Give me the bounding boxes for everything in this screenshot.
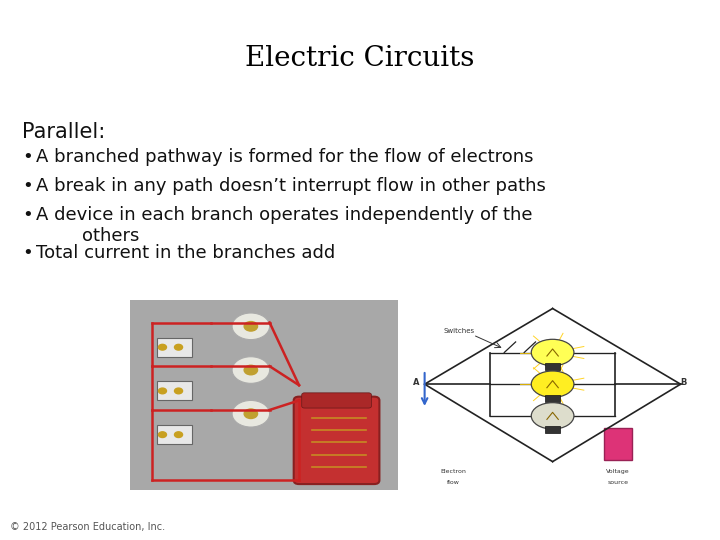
Circle shape <box>244 365 258 375</box>
Bar <box>604 428 632 460</box>
Circle shape <box>244 409 258 419</box>
Text: A break in any path doesn’t interrupt flow in other paths: A break in any path doesn’t interrupt fl… <box>36 177 546 195</box>
Text: Electron: Electron <box>440 469 466 474</box>
Circle shape <box>158 432 166 437</box>
FancyBboxPatch shape <box>294 397 379 484</box>
Text: Switches: Switches <box>444 328 474 334</box>
FancyBboxPatch shape <box>302 393 372 408</box>
Circle shape <box>158 388 166 394</box>
Circle shape <box>244 321 258 331</box>
Text: •: • <box>22 244 32 262</box>
Bar <box>157 381 192 401</box>
Text: B: B <box>680 378 686 387</box>
Text: Total current in the branches add: Total current in the branches add <box>36 244 336 262</box>
Bar <box>546 363 559 370</box>
Circle shape <box>531 371 574 397</box>
Bar <box>157 338 192 357</box>
Circle shape <box>232 401 269 427</box>
Bar <box>546 427 559 434</box>
Text: Electric Circuits: Electric Circuits <box>246 45 474 72</box>
Text: © 2012 Pearson Education, Inc.: © 2012 Pearson Education, Inc. <box>10 522 165 532</box>
Circle shape <box>232 357 269 383</box>
Circle shape <box>531 339 574 366</box>
Bar <box>546 395 559 402</box>
Circle shape <box>531 403 574 429</box>
Text: A device in each branch operates independently of the
        others: A device in each branch operates indepen… <box>36 206 533 245</box>
Circle shape <box>174 388 183 394</box>
Circle shape <box>174 345 183 350</box>
Circle shape <box>174 432 183 437</box>
Text: A branched pathway is formed for the flow of electrons: A branched pathway is formed for the flo… <box>36 148 534 166</box>
Text: Parallel:: Parallel: <box>22 122 105 142</box>
Text: Voltage: Voltage <box>606 469 630 474</box>
Text: source: source <box>608 480 629 484</box>
Text: flow: flow <box>446 480 459 484</box>
Text: •: • <box>22 148 32 166</box>
Bar <box>157 425 192 444</box>
Circle shape <box>158 345 166 350</box>
Text: •: • <box>22 177 32 195</box>
Text: •: • <box>22 206 32 224</box>
Circle shape <box>232 313 269 340</box>
Text: A: A <box>413 378 420 387</box>
